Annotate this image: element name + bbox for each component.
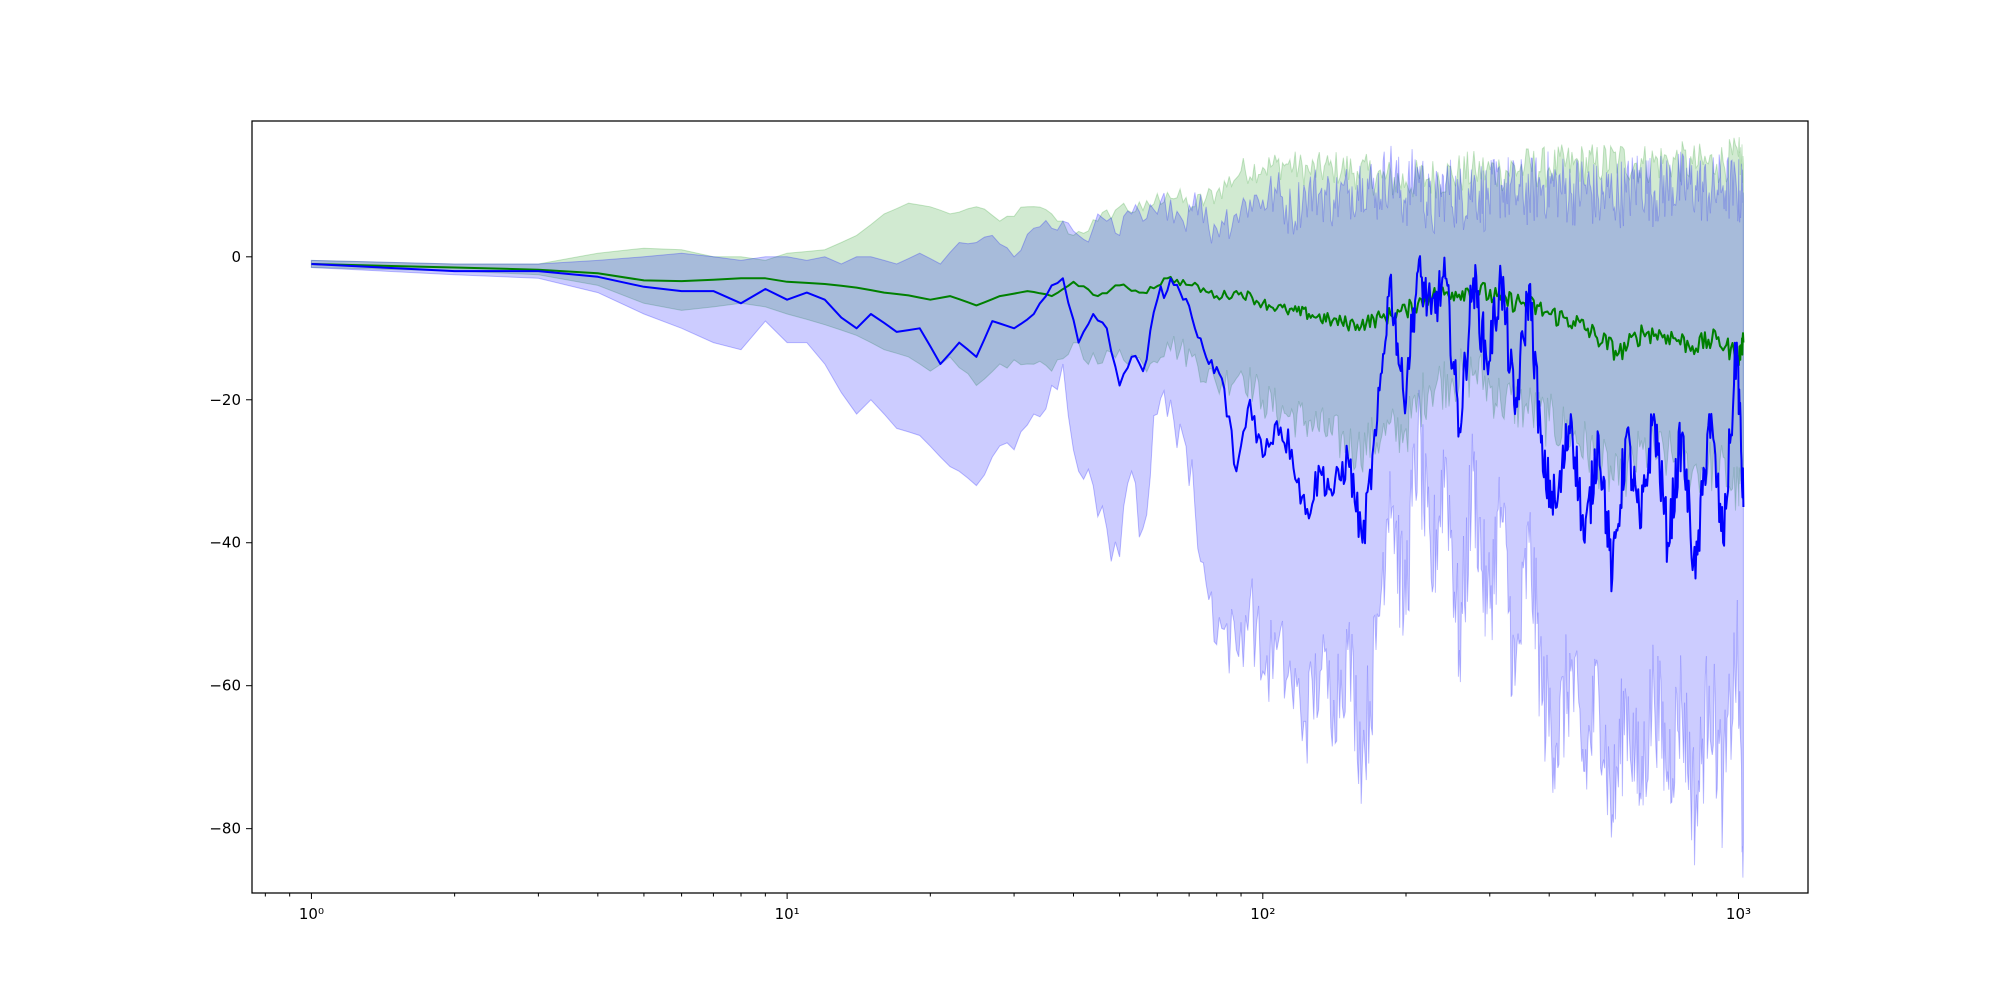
y-tick-label: −20 — [209, 391, 241, 409]
x-tick-label: 10¹ — [775, 905, 800, 923]
series-2-line — [311, 255, 1745, 593]
lines-layer — [311, 255, 1745, 593]
y-tick-label: −80 — [209, 820, 241, 838]
x-tick-label: 10² — [1250, 905, 1275, 923]
y-tick-label: 0 — [231, 248, 241, 266]
series-2-band — [310, 145, 1744, 878]
x-tick-label: 10³ — [1726, 905, 1751, 923]
y-tick-label: −60 — [209, 677, 241, 695]
axes: 0 −20 −40 −60 −80 10⁰ 10¹ 10² 10³ — [209, 248, 1751, 923]
y-tick-label: −40 — [209, 534, 241, 552]
plot-area — [310, 137, 1745, 878]
x-tick-label: 10⁰ — [299, 905, 324, 923]
axes-frame — [251, 120, 1809, 894]
